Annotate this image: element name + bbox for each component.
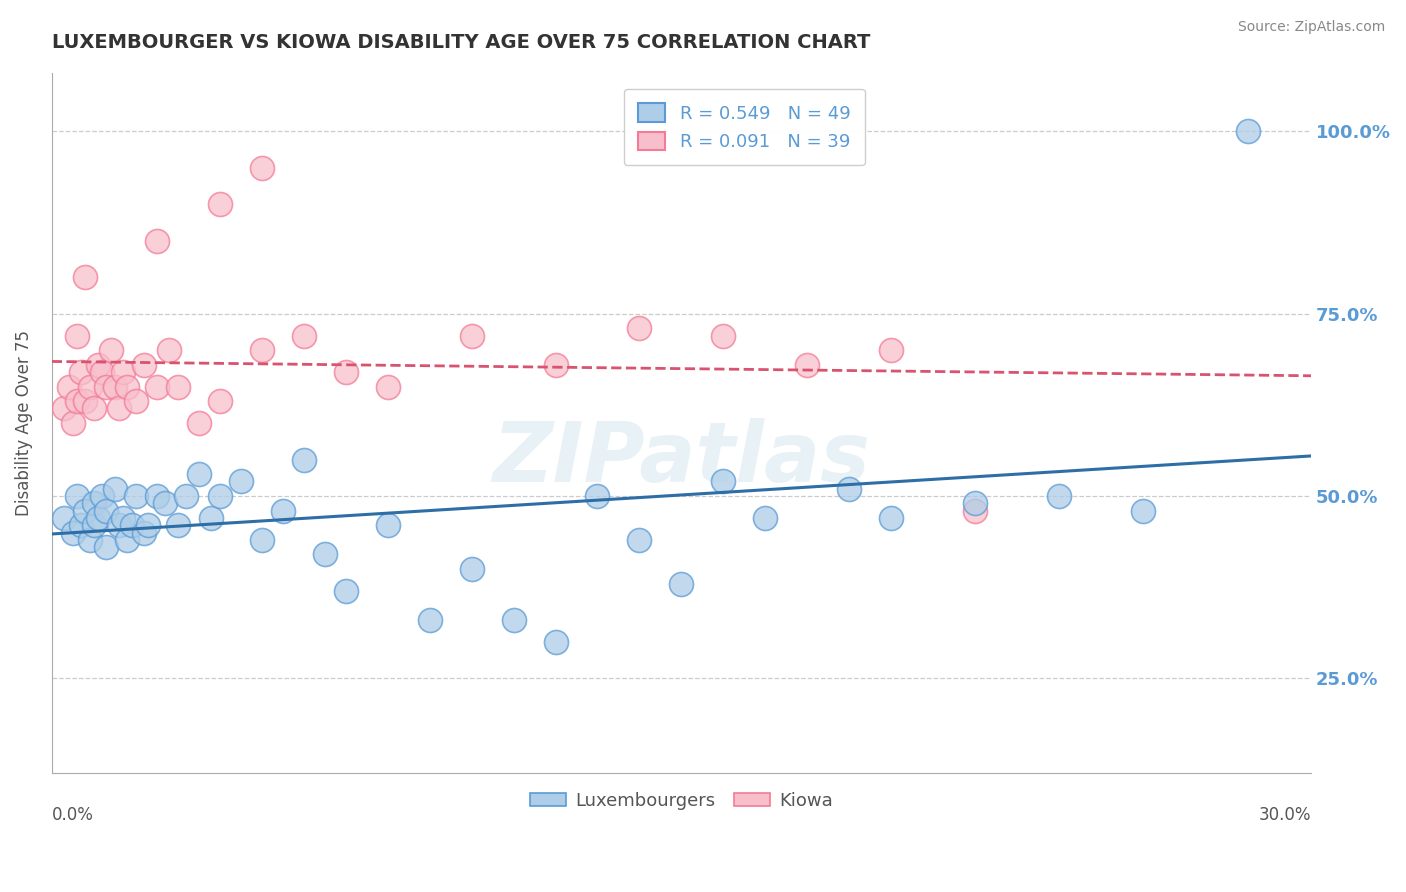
Point	[965, 503, 987, 517]
Point	[145, 379, 167, 393]
Point	[880, 343, 903, 357]
Point	[628, 321, 651, 335]
Text: Source: ZipAtlas.com: Source: ZipAtlas.com	[1237, 20, 1385, 34]
Text: 30.0%: 30.0%	[1258, 806, 1312, 824]
Point	[121, 518, 143, 533]
Point	[628, 533, 651, 547]
Point	[83, 518, 105, 533]
Point	[104, 379, 127, 393]
Point	[87, 511, 110, 525]
Point	[117, 533, 139, 547]
Point	[62, 416, 84, 430]
Point	[53, 511, 76, 525]
Point	[66, 328, 89, 343]
Point	[271, 503, 294, 517]
Point	[208, 197, 231, 211]
Point	[713, 328, 735, 343]
Point	[229, 475, 252, 489]
Point	[91, 365, 114, 379]
Point	[671, 576, 693, 591]
Point	[66, 489, 89, 503]
Point	[125, 394, 148, 409]
Point	[79, 379, 101, 393]
Text: LUXEMBOURGER VS KIOWA DISABILITY AGE OVER 75 CORRELATION CHART: LUXEMBOURGER VS KIOWA DISABILITY AGE OVE…	[52, 33, 870, 52]
Point	[460, 328, 482, 343]
Point	[166, 518, 188, 533]
Point	[586, 489, 609, 503]
Point	[62, 525, 84, 540]
Point	[208, 394, 231, 409]
Point	[132, 525, 155, 540]
Point	[96, 540, 118, 554]
Point	[83, 496, 105, 510]
Point	[838, 482, 860, 496]
Point	[292, 452, 315, 467]
Point	[70, 365, 93, 379]
Point	[250, 533, 273, 547]
Point	[335, 365, 357, 379]
Point	[880, 511, 903, 525]
Point	[187, 416, 209, 430]
Point	[419, 613, 441, 627]
Point	[166, 379, 188, 393]
Text: 0.0%: 0.0%	[52, 806, 94, 824]
Point	[250, 343, 273, 357]
Point	[314, 548, 336, 562]
Point	[96, 503, 118, 517]
Point	[66, 394, 89, 409]
Point	[377, 518, 399, 533]
Point	[53, 401, 76, 416]
Point	[796, 358, 818, 372]
Point	[70, 518, 93, 533]
Point	[544, 635, 567, 649]
Point	[83, 401, 105, 416]
Point	[75, 394, 97, 409]
Point	[174, 489, 197, 503]
Point	[200, 511, 222, 525]
Point	[1237, 124, 1260, 138]
Point	[965, 496, 987, 510]
Point	[145, 234, 167, 248]
Point	[460, 562, 482, 576]
Point	[713, 475, 735, 489]
Point	[187, 467, 209, 482]
Point	[544, 358, 567, 372]
Point	[117, 379, 139, 393]
Point	[153, 496, 176, 510]
Point	[108, 401, 131, 416]
Point	[96, 379, 118, 393]
Point	[79, 533, 101, 547]
Text: ZIPatlas: ZIPatlas	[492, 417, 870, 499]
Point	[100, 343, 122, 357]
Point	[91, 489, 114, 503]
Point	[157, 343, 180, 357]
Point	[250, 161, 273, 175]
Point	[145, 489, 167, 503]
Point	[112, 511, 135, 525]
Point	[292, 328, 315, 343]
Point	[132, 358, 155, 372]
Point	[87, 358, 110, 372]
Point	[136, 518, 159, 533]
Point	[754, 511, 776, 525]
Legend: Luxembourgers, Kiowa: Luxembourgers, Kiowa	[523, 784, 839, 817]
Point	[75, 270, 97, 285]
Point	[1047, 489, 1070, 503]
Point	[112, 365, 135, 379]
Point	[58, 379, 80, 393]
Point	[208, 489, 231, 503]
Point	[104, 482, 127, 496]
Point	[1132, 503, 1154, 517]
Y-axis label: Disability Age Over 75: Disability Age Over 75	[15, 330, 32, 516]
Point	[502, 613, 524, 627]
Point	[377, 379, 399, 393]
Point	[75, 503, 97, 517]
Point	[335, 583, 357, 598]
Point	[108, 518, 131, 533]
Point	[125, 489, 148, 503]
